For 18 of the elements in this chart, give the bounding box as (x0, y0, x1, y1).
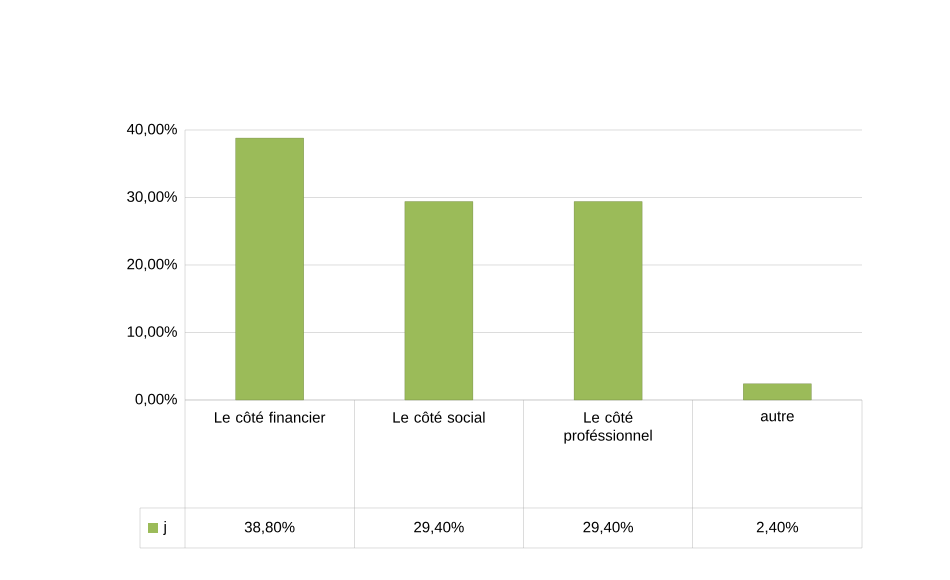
y-tick-label: 0,00% (136, 394, 177, 406)
data-label: 2,40% (756, 522, 798, 534)
y-tick-label: 40,00% (126, 124, 177, 136)
bar (743, 384, 812, 400)
data-label: 29,40% (414, 522, 464, 534)
bar (235, 138, 304, 400)
bar (574, 201, 642, 400)
legend-label: j (163, 520, 166, 535)
y-tick-label: 10,00% (128, 326, 177, 339)
y-tick-label: 20,00% (127, 258, 177, 272)
x-tick-label: Le côté financier (214, 412, 326, 423)
data-label: 29,40% (583, 522, 634, 534)
x-tick-label: Le côté proféssionnel (564, 412, 652, 444)
y-tick-label: 30,00% (127, 191, 177, 204)
x-tick-label: Le côté social (393, 412, 485, 423)
bar (404, 201, 474, 400)
data-label: 38,80% (244, 522, 295, 534)
x-tick-label: autre (760, 412, 794, 422)
